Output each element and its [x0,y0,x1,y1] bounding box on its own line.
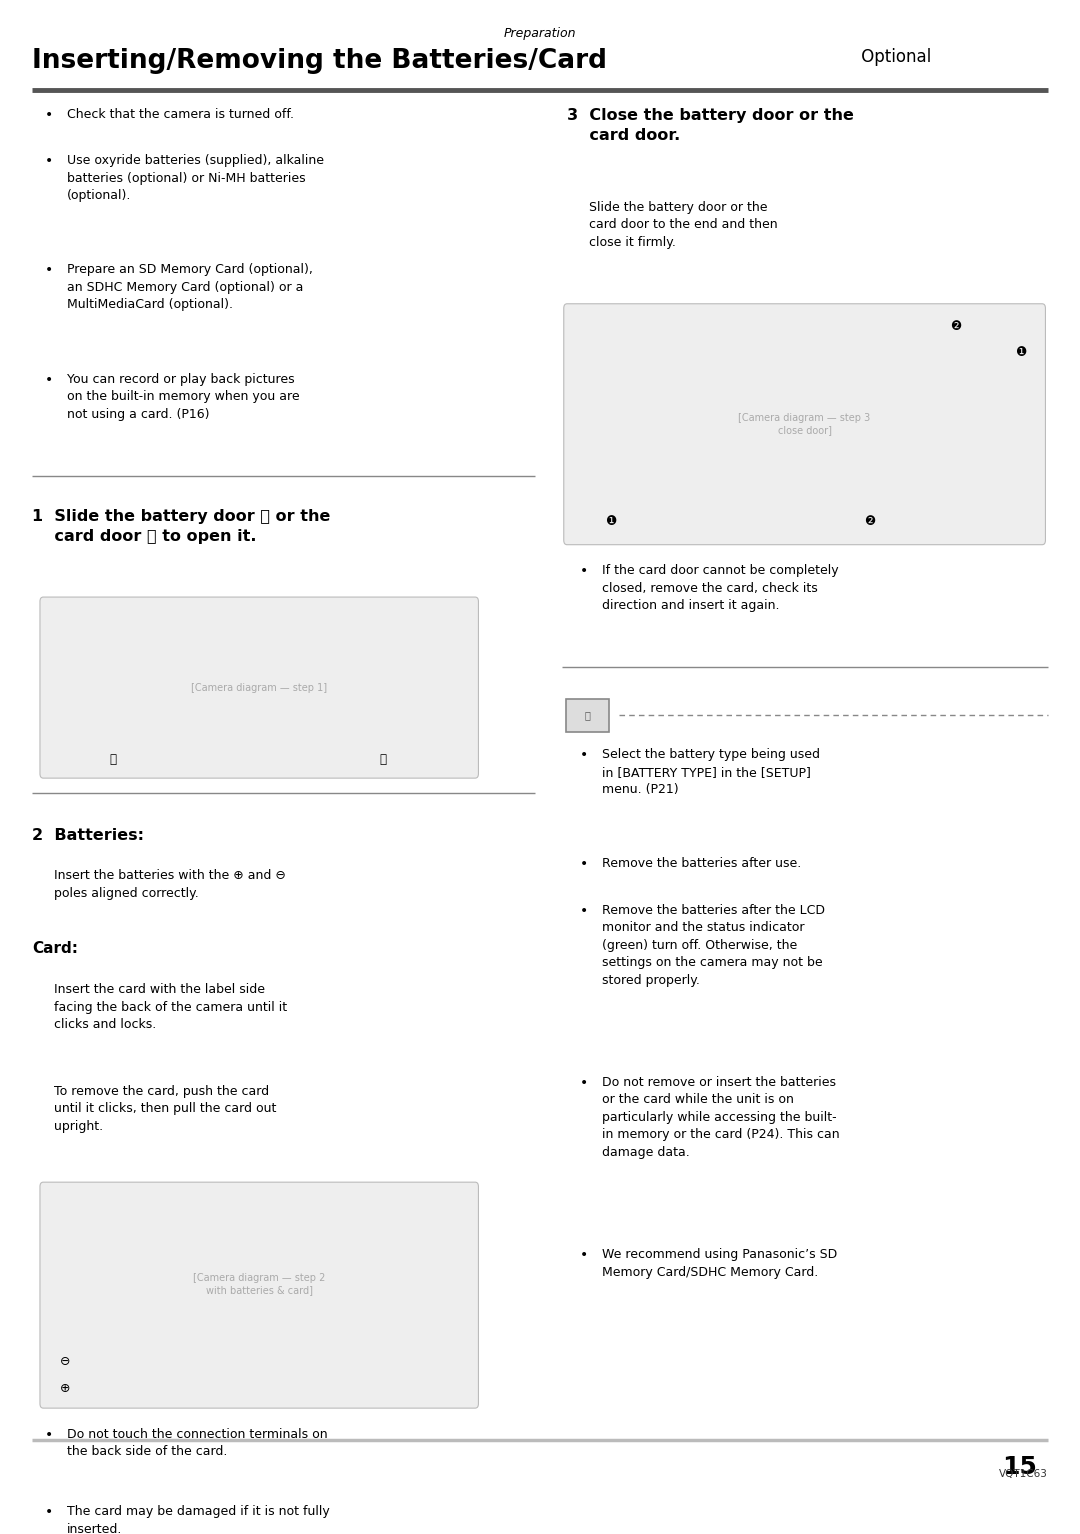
Text: •: • [580,1249,589,1262]
Text: •: • [580,858,589,871]
Text: Remove the batteries after use.: Remove the batteries after use. [602,858,800,870]
Text: ❷: ❷ [950,321,961,333]
Text: Select the battery type being used
in [BATTERY TYPE] in the [SETUP]
menu. (P21): Select the battery type being used in [B… [602,749,820,796]
Text: Card:: Card: [32,942,79,956]
Text: Optional: Optional [856,48,932,66]
Text: •: • [45,264,54,278]
Text: •: • [45,153,54,169]
Text: ❶: ❶ [605,515,616,528]
Text: ⊕: ⊕ [59,1382,70,1394]
Text: ❶: ❶ [1015,345,1026,359]
Text: Insert the batteries with the ⊕ and ⊖
poles aligned correctly.: Insert the batteries with the ⊕ and ⊖ po… [54,870,286,900]
Text: ⊖: ⊖ [59,1355,70,1368]
Text: Preparation: Preparation [503,28,577,40]
Text: •: • [580,904,589,917]
Text: •: • [580,565,589,578]
Text: •: • [580,749,589,762]
FancyBboxPatch shape [40,597,478,778]
Text: We recommend using Panasonic’s SD
Memory Card/SDHC Memory Card.: We recommend using Panasonic’s SD Memory… [602,1249,837,1278]
Text: To remove the card, push the card
until it clicks, then pull the card out
uprigh: To remove the card, push the card until … [54,1085,276,1134]
Text: [Camera diagram — step 3
close door]: [Camera diagram — step 3 close door] [739,414,870,436]
Text: Inserting/Removing the Batteries/Card: Inserting/Removing the Batteries/Card [32,48,607,74]
Text: Ⓑ: Ⓑ [380,753,387,765]
Text: The card may be damaged if it is not fully
inserted.: The card may be damaged if it is not ful… [67,1505,329,1534]
Text: Check that the camera is turned off.: Check that the camera is turned off. [67,107,294,121]
Text: ❷: ❷ [864,515,875,528]
Text: Do not remove or insert the batteries
or the card while the unit is on
particula: Do not remove or insert the batteries or… [602,1075,839,1158]
Text: Insert the card with the label side
facing the back of the camera until it
click: Insert the card with the label side faci… [54,983,287,1031]
Text: Slide the battery door or the
card door to the end and then
close it firmly.: Slide the battery door or the card door … [589,201,778,249]
Text: VQT1C63: VQT1C63 [999,1470,1048,1479]
Text: •: • [580,1075,589,1091]
Text: 1  Slide the battery door Ⓐ or the
    card door Ⓑ to open it.: 1 Slide the battery door Ⓐ or the card d… [32,509,330,545]
Text: ⎘: ⎘ [584,710,591,721]
FancyBboxPatch shape [566,700,609,732]
Text: Prepare an SD Memory Card (optional),
an SDHC Memory Card (optional) or a
MultiM: Prepare an SD Memory Card (optional), an… [67,264,313,311]
Text: Do not touch the connection terminals on
the back side of the card.: Do not touch the connection terminals on… [67,1428,327,1459]
Text: •: • [45,373,54,387]
Text: Remove the batteries after the LCD
monitor and the status indicator
(green) turn: Remove the batteries after the LCD monit… [602,904,824,986]
Text: If the card door cannot be completely
closed, remove the card, check its
directi: If the card door cannot be completely cl… [602,565,838,612]
Text: [Camera diagram — step 2
with batteries & card]: [Camera diagram — step 2 with batteries … [193,1273,325,1295]
Text: •: • [45,107,54,121]
Text: Ⓐ: Ⓐ [110,753,117,765]
Text: •: • [45,1505,54,1519]
Text: You can record or play back pictures
on the built-in memory when you are
not usi: You can record or play back pictures on … [67,373,299,420]
FancyBboxPatch shape [564,304,1045,545]
Text: 15: 15 [1002,1454,1037,1479]
Text: 2  Batteries:: 2 Batteries: [32,827,145,842]
Text: Use oxyride batteries (supplied), alkaline
batteries (optional) or Ni-MH batteri: Use oxyride batteries (supplied), alkali… [67,153,324,202]
Text: [Camera diagram — step 1]: [Camera diagram — step 1] [191,683,327,693]
Text: 3  Close the battery door or the
    card door.: 3 Close the battery door or the card doo… [567,107,854,143]
Text: •: • [45,1428,54,1442]
FancyBboxPatch shape [40,1183,478,1408]
